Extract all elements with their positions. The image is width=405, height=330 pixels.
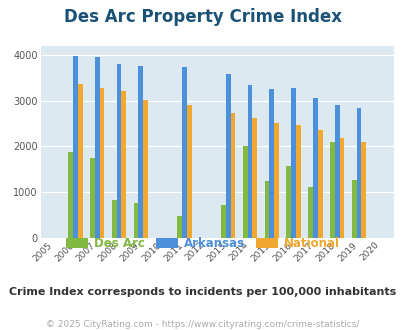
Bar bbox=[133, 203, 138, 238]
Bar bbox=[286, 166, 290, 238]
Bar bbox=[264, 181, 269, 238]
Bar bbox=[230, 113, 235, 238]
Bar bbox=[329, 142, 334, 238]
Bar bbox=[68, 152, 73, 238]
Bar bbox=[177, 216, 182, 238]
Bar bbox=[225, 74, 230, 238]
Bar bbox=[112, 200, 116, 238]
Bar bbox=[116, 63, 121, 238]
Bar bbox=[220, 205, 225, 238]
Bar bbox=[247, 85, 252, 238]
Bar bbox=[295, 125, 300, 238]
Bar bbox=[307, 187, 312, 238]
Text: Crime Index corresponds to incidents per 100,000 inhabitants: Crime Index corresponds to incidents per… bbox=[9, 287, 396, 297]
Bar bbox=[143, 100, 148, 238]
Bar bbox=[360, 142, 365, 238]
Bar bbox=[242, 146, 247, 238]
Bar bbox=[186, 105, 191, 238]
Text: Des Arc Property Crime Index: Des Arc Property Crime Index bbox=[64, 8, 341, 26]
Bar bbox=[339, 138, 343, 238]
Bar bbox=[182, 67, 186, 238]
Bar bbox=[273, 123, 278, 238]
Bar bbox=[121, 91, 126, 238]
Text: © 2025 CityRating.com - https://www.cityrating.com/crime-statistics/: © 2025 CityRating.com - https://www.city… bbox=[46, 320, 359, 329]
Bar bbox=[95, 57, 100, 238]
Bar bbox=[78, 84, 83, 238]
Bar bbox=[90, 158, 95, 238]
Bar bbox=[356, 108, 360, 238]
Bar bbox=[334, 105, 339, 238]
Bar bbox=[290, 88, 295, 238]
Bar bbox=[351, 180, 356, 238]
Bar bbox=[138, 66, 143, 238]
Bar bbox=[317, 130, 322, 238]
Bar bbox=[312, 98, 317, 238]
Bar bbox=[269, 88, 273, 238]
Bar bbox=[100, 88, 104, 238]
Legend: Des Arc, Arkansas, National: Des Arc, Arkansas, National bbox=[62, 232, 343, 255]
Bar bbox=[73, 56, 78, 238]
Bar bbox=[252, 118, 256, 238]
